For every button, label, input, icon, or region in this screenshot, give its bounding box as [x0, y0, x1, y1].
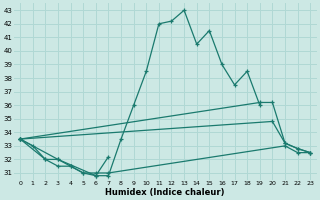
X-axis label: Humidex (Indice chaleur): Humidex (Indice chaleur)	[106, 188, 225, 197]
